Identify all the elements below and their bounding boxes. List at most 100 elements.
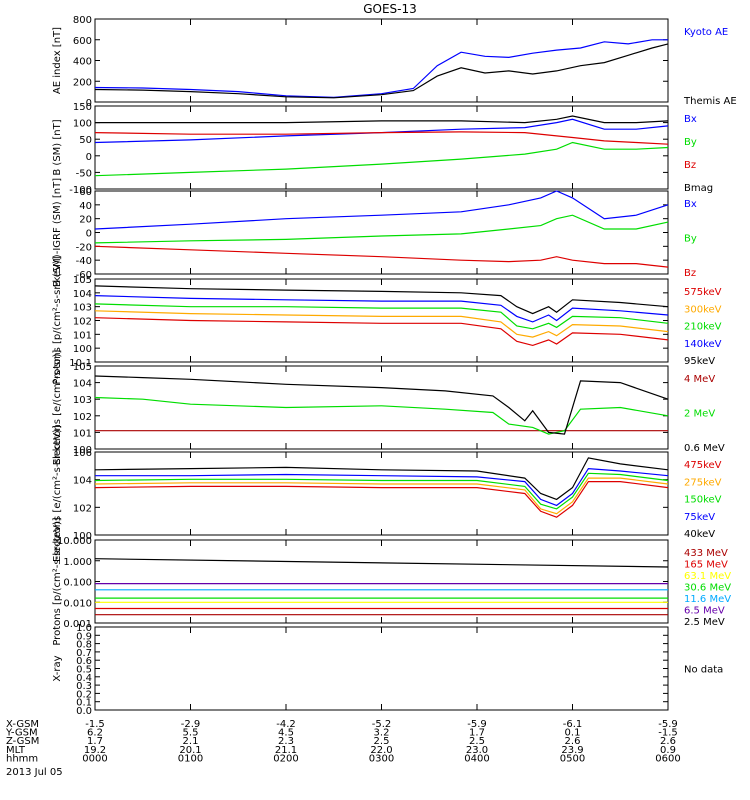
y-axis-label: Protons [p/(cm²-s-sr-keV)] [52,517,63,645]
panels: 0 200 400 600 800 AE index [nT] Kyoto AE Themis… [52,15,737,717]
x-row-value: 2.3 [278,736,294,747]
legend-entry: Bz [684,268,696,279]
series-line [94,245,669,268]
y-axis-label: B (SM) [nT] [52,119,63,175]
y-tick-label: -50 [76,168,92,179]
y-tick-label: 104 [73,289,92,300]
x-row-value: 0.9 [660,745,676,756]
legend-entry: 63.1 MeV [684,571,731,582]
legend-entry: 4 MeV [684,374,715,385]
x-row-value: 0400 [464,753,489,764]
x-row-value: 5.5 [183,728,199,739]
legend-entry: 40keV [684,529,715,540]
panel-8: 0.00.10.20.30.40.50.60.70.80.91.0 X-ray No… [52,623,723,717]
x-row-value: 22.0 [370,745,392,756]
y-axis-label: AE index [nT] [52,27,63,94]
y-tick-label: 0.7 [76,648,92,659]
series-line [94,39,668,98]
y-tick-label: 0.6 [76,656,92,667]
x-row-value: 2.5 [469,736,485,747]
x-row-value: 2.5 [374,736,390,747]
x-row-label: Y-GSM [5,728,38,739]
series-line [94,477,669,515]
y-tick-label: 101 [73,428,92,439]
x-row-value: 0600 [655,753,680,764]
y-tick-label: 1.000 [63,557,92,568]
panel-1: 0 200 400 600 800 AE index [nT] Kyoto AE Themis… [52,15,737,109]
y-tick-label: 104 [73,476,92,487]
y-tick-label: 0.2 [76,689,92,700]
panel-3: -60 -40 -20 0 20 40 60 B (SM)-IGRF (SM) [nT] Bx B… [52,178,697,287]
y-tick-label: 20 [79,215,92,226]
series-line [94,481,669,518]
y-tick-label: 0.4 [76,673,92,684]
y-tick-label: 100 [73,119,92,130]
y-axis-label: B (SM)-IGRF (SM) [nT] [52,178,63,287]
y-tick-label: 400 [73,57,92,68]
y-tick-label: 103 [73,303,92,314]
y-tick-label: 50 [79,135,92,146]
no-data-label: No data [684,665,723,676]
date-label: 2013 Jul 05 [6,767,63,778]
series-line [94,190,669,230]
y-tick-label: 200 [73,77,92,88]
y-tick-label: 100 [73,344,92,355]
x-row-value: -1.5 [658,728,678,739]
y-tick-label: 106 [73,448,92,459]
x-row-value: 0000 [82,753,107,764]
y-tick-label: 0.100 [63,578,92,589]
legend-entry: Themis AE [683,96,737,107]
x-row-value: 21.1 [275,745,297,756]
y-tick-label: 101 [73,330,92,341]
x-row-value: 2.6 [565,736,581,747]
x-row-label: Z-GSM [6,736,39,747]
x-row-value: -5.2 [372,719,392,730]
legend-entry: 0.6 MeV [684,443,725,454]
y-tick-label: 600 [73,36,92,47]
x-row-value: 4.5 [278,728,294,739]
x-row-value: -4.2 [276,719,296,730]
legend-entry: Bx [684,199,697,210]
y-axis-label: Protons [p/(cm²-s-sr-keV)] [52,256,63,384]
y-tick-label: 0.0 [76,706,92,717]
y-tick-label: 0.001 [63,619,92,630]
x-row-value: 0300 [369,753,394,764]
y-tick-label: 800 [73,15,92,26]
x-row-value: 19.2 [84,745,106,756]
legend-entry: Bmag [684,183,713,194]
y-tick-label: 104 [73,379,92,390]
y-tick-label: 105 [73,275,92,286]
y-tick-label: 100 [73,445,92,456]
legend-entry: 2.5 MeV [684,617,725,628]
y-tick-label: 100 [73,531,92,542]
y-tick-label: 150 [73,102,92,113]
y-tick-label: 10.000 [57,536,92,547]
x-row-value: 20.1 [179,745,201,756]
series-line [94,118,669,144]
x-row-value: -6.1 [563,719,583,730]
figure-title: GOES-13 [363,2,417,16]
legend-entry: Kyoto AE [684,27,728,38]
y-axis-label: Electrons [e/(cm²-s-sr-keV)] [52,425,63,562]
y-tick-label: -60 [76,270,92,281]
panel-frame [94,626,669,711]
legend-entry: 275keV [684,477,722,488]
legend-entry: 30.6 MeV [684,583,731,594]
legend-entry: Bz [684,160,696,171]
y-tick-label: 0 [86,152,92,163]
y-tick-label: 1.0 [76,623,92,634]
y-tick-label: 102 [73,412,92,423]
y-tick-label: 102 [73,503,92,514]
panel-5: 100 101 102 103 104 105 Electrons [e/(cm²-s-sr… [52,350,725,466]
y-tick-label: 60 [79,187,92,198]
x-row-value: 0.1 [565,728,581,739]
legend-entry: 75keV [684,512,715,523]
x-row-value: 1.7 [87,736,103,747]
x-row-value: 6.2 [87,728,103,739]
series-line [94,558,669,568]
y-tick-label: 0.5 [76,665,92,676]
series-line [94,295,669,323]
x-row-value: 2.6 [660,736,676,747]
x-row-label: hhmm [6,753,38,764]
